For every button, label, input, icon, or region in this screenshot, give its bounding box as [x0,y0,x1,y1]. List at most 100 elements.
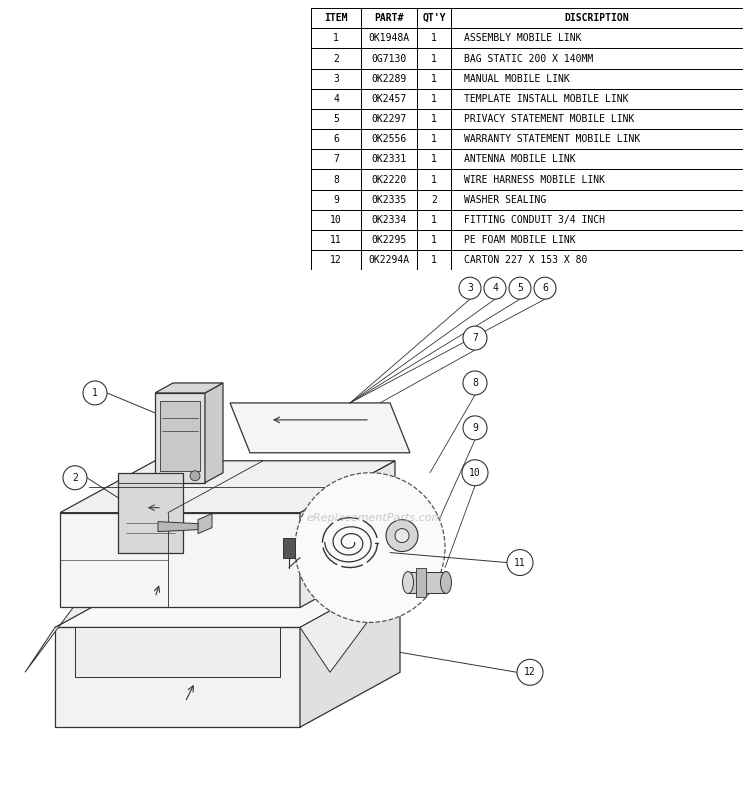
Polygon shape [160,401,200,470]
Bar [417,230,452,250]
Bar [452,109,742,129]
Circle shape [509,277,531,299]
Bar [417,8,452,28]
Bar [452,250,742,270]
Text: 2: 2 [431,194,437,205]
Text: 0K2294A: 0K2294A [368,255,410,266]
Text: WASHER SEALING: WASHER SEALING [464,194,547,205]
Bar [452,28,742,48]
Text: 0K2331: 0K2331 [371,154,406,165]
Text: PE FOAM MOBILE LINK: PE FOAM MOBILE LINK [464,235,576,245]
Text: 1: 1 [431,73,437,84]
Text: 1: 1 [431,53,437,64]
Text: 1: 1 [431,134,437,144]
Text: ANTENNA MOBILE LINK: ANTENNA MOBILE LINK [464,154,576,165]
Text: ITEM: ITEM [324,13,348,23]
Bar [417,210,452,230]
Bar [361,89,417,109]
Polygon shape [25,537,155,672]
Text: 1: 1 [431,33,437,44]
Bar [361,230,417,250]
Text: 1: 1 [431,174,437,185]
Polygon shape [205,383,223,483]
Text: 9: 9 [333,194,339,205]
Text: 10: 10 [470,468,481,478]
Text: ASSEMBLY MOBILE LINK: ASSEMBLY MOBILE LINK [464,33,582,44]
Text: 12: 12 [330,255,342,266]
Bar [452,210,742,230]
Polygon shape [118,473,183,553]
Polygon shape [75,627,280,677]
Bar [311,69,361,89]
Polygon shape [230,403,410,453]
Text: 7: 7 [472,333,478,343]
Bar [452,190,742,210]
Circle shape [484,277,506,299]
Bar [452,230,742,250]
Ellipse shape [440,571,452,593]
Circle shape [463,416,487,440]
Bar [361,48,417,69]
Polygon shape [416,567,426,597]
Text: 1: 1 [431,215,437,225]
Polygon shape [385,546,415,596]
Text: 10: 10 [330,215,342,225]
Circle shape [386,520,418,551]
Polygon shape [198,514,212,533]
Bar [311,48,361,69]
Text: 0K2556: 0K2556 [371,134,406,144]
Bar [311,149,361,169]
Text: 0K2334: 0K2334 [371,215,406,225]
Bar [452,129,742,149]
Polygon shape [158,521,198,532]
Text: CARTON 227 X 153 X 80: CARTON 227 X 153 X 80 [464,255,588,266]
Bar [361,190,417,210]
Text: 5: 5 [517,283,523,293]
Text: 1: 1 [431,255,437,266]
Bar [361,169,417,190]
Bar [417,69,452,89]
Bar [452,8,742,28]
Bar [452,48,742,69]
Text: 0K2457: 0K2457 [371,94,406,104]
Text: 0K2297: 0K2297 [371,114,406,124]
Text: 8: 8 [472,378,478,388]
Text: 8: 8 [333,174,339,185]
Text: 1: 1 [431,154,437,165]
Circle shape [295,473,445,622]
Bar [311,109,361,129]
Bar [361,129,417,149]
Polygon shape [165,533,390,572]
Bar [283,537,295,558]
Text: 12: 12 [524,667,536,677]
Text: MANUAL MOBILE LINK: MANUAL MOBILE LINK [464,73,570,84]
Text: DISCRIPTION: DISCRIPTION [565,13,629,23]
Bar [361,69,417,89]
Bar [311,169,361,190]
Text: PRIVACY STATEMENT MOBILE LINK: PRIVACY STATEMENT MOBILE LINK [464,114,634,124]
Bar [452,149,742,169]
Bar [361,149,417,169]
Bar [452,89,742,109]
Polygon shape [55,572,400,627]
Text: 11: 11 [514,558,526,567]
Text: 6: 6 [333,134,339,144]
Circle shape [83,381,107,405]
Bar [452,169,742,190]
Text: 6: 6 [542,283,548,293]
Polygon shape [155,393,205,483]
Text: WARRANTY STATEMENT MOBILE LINK: WARRANTY STATEMENT MOBILE LINK [464,134,640,144]
Text: 4: 4 [492,283,498,293]
Bar [311,129,361,149]
Text: eReplacementParts.com: eReplacementParts.com [307,512,443,523]
Text: 0K2295: 0K2295 [371,235,406,245]
Text: BAG STATIC 200 X 140MM: BAG STATIC 200 X 140MM [464,53,593,64]
Bar [452,69,742,89]
Polygon shape [60,512,300,608]
Polygon shape [300,461,395,608]
Bar [417,48,452,69]
Text: PART#: PART# [374,13,404,23]
Text: 4: 4 [333,94,339,104]
Ellipse shape [403,571,413,593]
Polygon shape [300,537,430,672]
